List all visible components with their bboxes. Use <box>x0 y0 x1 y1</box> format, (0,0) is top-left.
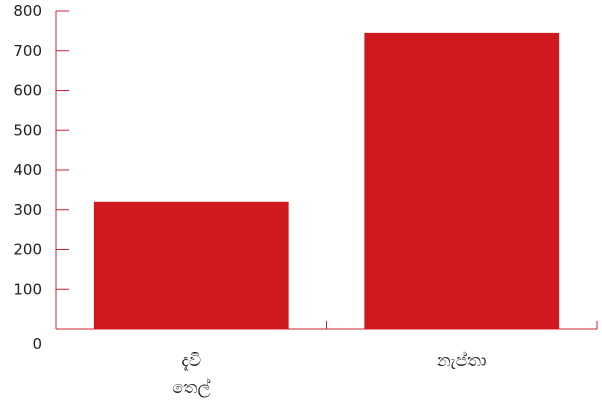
x-category-label-line: නැප්තා <box>437 351 486 371</box>
y-axis-tick-labels: 0 100 200 300 400 500 600 700 800 <box>13 2 42 353</box>
x-category-label-line: දැවි <box>181 351 201 371</box>
y-tick-label: 400 <box>13 161 42 179</box>
y-tick-label: 800 <box>13 2 42 20</box>
y-tick-label: 600 <box>13 82 42 100</box>
y-tick-label: 500 <box>13 121 42 139</box>
bar <box>93 201 289 329</box>
x-axis-category-labels: දැවි තෙල් නැප්තා <box>172 351 486 398</box>
y-tick-label: 300 <box>13 201 42 219</box>
y-tick-label: 100 <box>13 280 42 298</box>
y-tick-label: 700 <box>13 42 42 60</box>
x-category-label-line: තෙල් <box>172 378 210 398</box>
bar <box>364 32 560 330</box>
x-category-label: නැප්තා <box>437 351 486 371</box>
x-category-label: දැවි තෙල් <box>172 351 210 398</box>
bars <box>93 32 560 330</box>
y-tick-label: 200 <box>13 241 42 259</box>
y-tick-label: 0 <box>32 335 42 353</box>
